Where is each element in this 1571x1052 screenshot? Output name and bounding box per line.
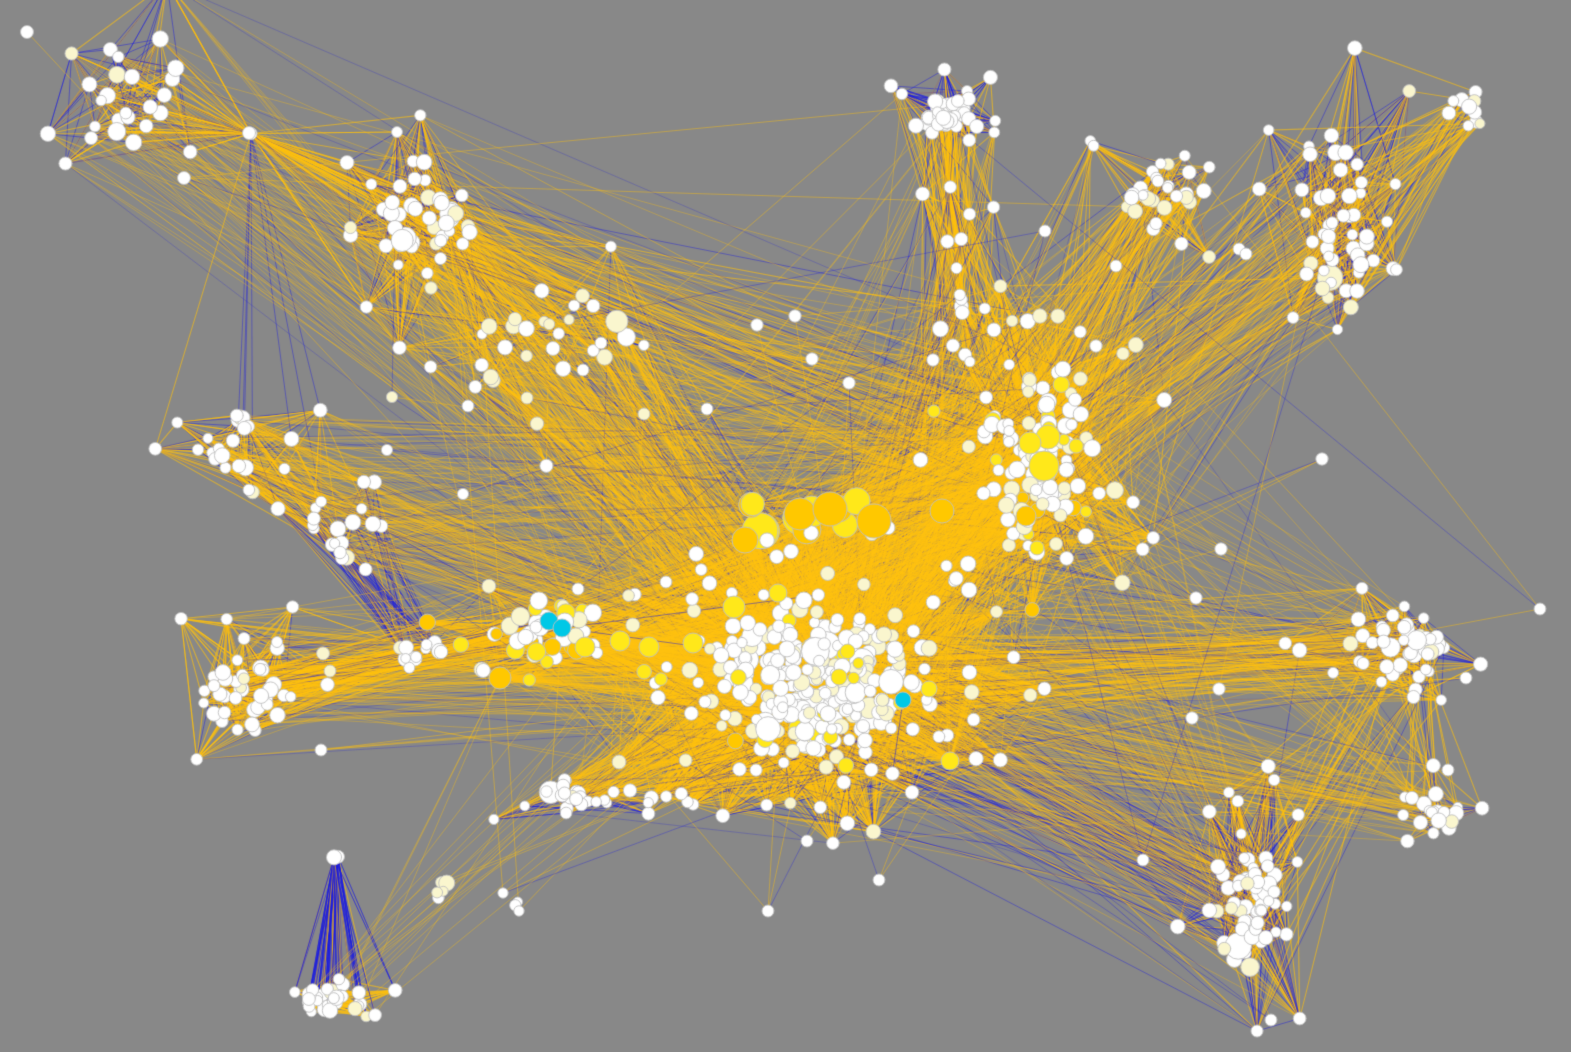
network-graph-visualization[interactable] xyxy=(0,0,1571,1052)
network-graph-canvas[interactable] xyxy=(0,0,1571,1052)
